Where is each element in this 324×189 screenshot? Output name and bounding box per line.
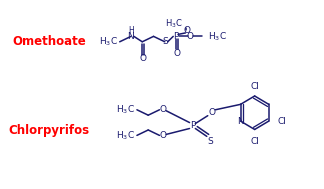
Text: P: P: [190, 121, 195, 130]
Text: O: O: [160, 131, 167, 140]
Text: S: S: [208, 137, 214, 146]
Text: H: H: [128, 26, 134, 35]
Text: O: O: [208, 108, 215, 117]
Text: Cl: Cl: [250, 137, 259, 146]
Text: O: O: [187, 32, 194, 41]
Text: Cl: Cl: [250, 82, 259, 91]
Text: O: O: [184, 26, 191, 36]
Text: N: N: [237, 117, 244, 126]
Text: Chlorpyrifos: Chlorpyrifos: [8, 124, 89, 137]
Text: Cl: Cl: [278, 117, 287, 126]
Text: H$_3$C: H$_3$C: [116, 129, 135, 142]
Text: H$_3$C: H$_3$C: [208, 30, 226, 43]
Text: N: N: [128, 32, 134, 41]
Text: H$_3$C: H$_3$C: [99, 36, 118, 48]
Text: S: S: [162, 37, 168, 46]
Text: O: O: [140, 54, 147, 63]
Text: O: O: [160, 105, 167, 114]
Text: O: O: [174, 49, 180, 58]
Text: P: P: [173, 32, 179, 41]
Text: H$_3$C: H$_3$C: [116, 104, 135, 116]
Text: Omethoate: Omethoate: [12, 35, 86, 48]
Text: H$_3$C: H$_3$C: [165, 18, 183, 30]
